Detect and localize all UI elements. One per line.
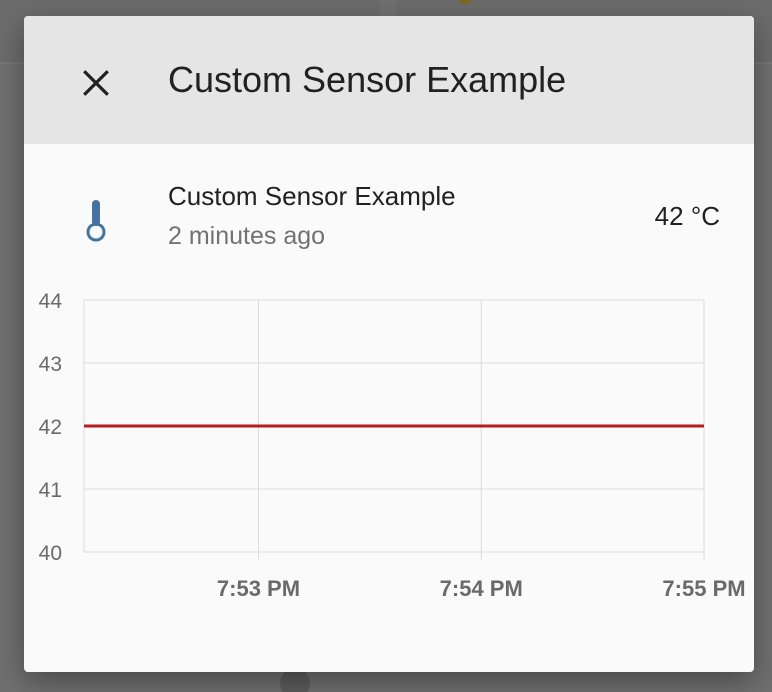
more-info-dialog: Custom Sensor Example Custom Sensor Exam… xyxy=(24,16,754,672)
background-badge xyxy=(458,0,472,4)
entity-state: 42 °C xyxy=(654,201,720,231)
y-tick-label: 42 xyxy=(39,416,62,439)
history-chart: 40 41 42 43 44 7:53 PM 7:54 PM 7:55 PM xyxy=(24,284,754,624)
background-avatar xyxy=(280,668,310,692)
dialog-title: Custom Sensor Example xyxy=(168,59,567,100)
thermometer-icon xyxy=(86,200,106,242)
x-tick-label: 7:55 PM xyxy=(662,576,745,601)
y-tick-label: 41 xyxy=(39,479,62,502)
x-tick-label: 7:54 PM xyxy=(440,576,523,601)
x-tick-label: 7:53 PM xyxy=(217,576,300,601)
entity-last-changed: 2 minutes ago xyxy=(168,222,326,250)
y-tick-label: 40 xyxy=(39,542,62,565)
y-tick-label: 43 xyxy=(39,353,62,376)
close-button[interactable] xyxy=(74,61,118,105)
close-icon xyxy=(83,70,109,96)
history-chart-svg: 40 41 42 43 44 7:53 PM 7:54 PM 7:55 PM xyxy=(39,290,746,601)
dialog-header: Custom Sensor Example xyxy=(24,16,754,144)
y-tick-label: 44 xyxy=(39,290,63,313)
entity-row[interactable]: Custom Sensor Example 2 minutes ago 42 °… xyxy=(24,144,754,274)
entity-name: Custom Sensor Example xyxy=(168,181,456,211)
